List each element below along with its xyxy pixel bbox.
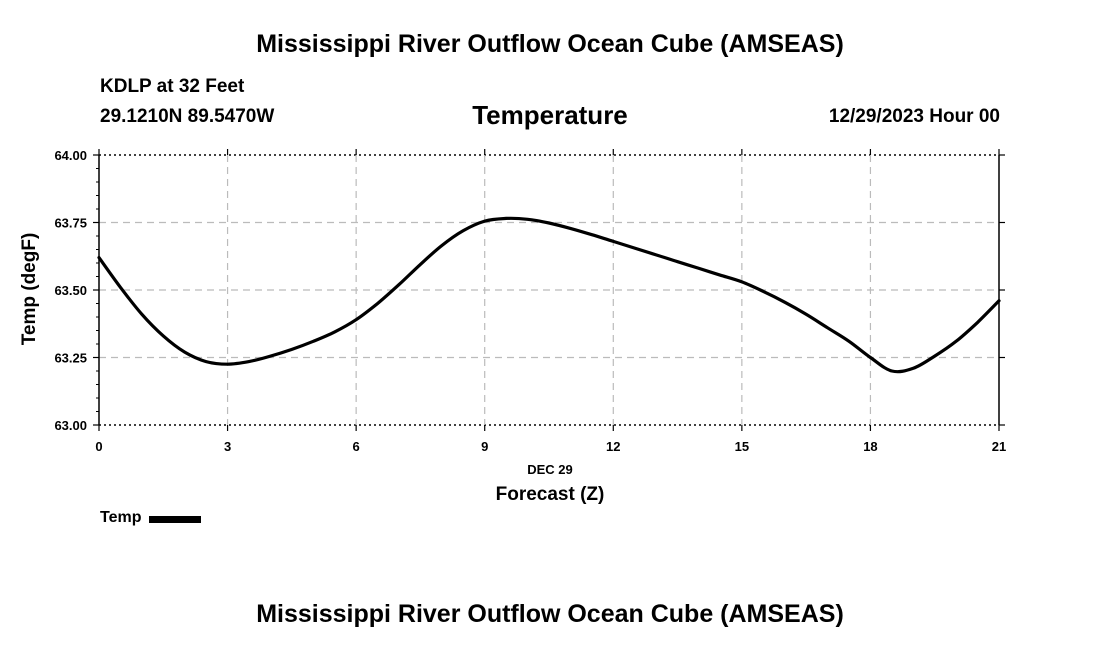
legend-label: Temp	[100, 509, 142, 526]
x-axis-title: Forecast (Z)	[496, 484, 605, 505]
y-tick-label: 63.25	[54, 351, 87, 366]
x-date-label: DEC 29	[527, 462, 573, 477]
chart-title: Temperature	[472, 100, 628, 130]
x-tick-label: 15	[735, 439, 749, 454]
x-tick-label: 6	[353, 439, 360, 454]
y-tick-label: 63.50	[54, 283, 87, 298]
coordinates-label: 29.1210N 89.5470W	[100, 106, 275, 127]
x-tick-label: 3	[224, 439, 231, 454]
legend: Temp	[100, 509, 202, 527]
x-tick-label: 9	[481, 439, 488, 454]
y-tick-label: 64.00	[54, 148, 87, 163]
legend-line-swatch	[149, 515, 202, 523]
y-tick-label: 63.75	[54, 216, 87, 231]
x-tick-label: 12	[606, 439, 620, 454]
tick-labels: 63.00 63.25 63.50 63.75 64.00 0 3 6 9 12 15 18 21	[54, 148, 1006, 454]
y-axis-title: Temp (degF)	[19, 233, 40, 346]
page-title: Mississippi River Outflow Ocean Cube (AM…	[256, 30, 844, 58]
footer-title: Mississippi River Outflow Ocean Cube (AM…	[256, 600, 844, 628]
forecast-run-label: 12/29/2023 Hour 00	[828, 106, 1000, 127]
station-label: KDLP at 32 Feet	[100, 76, 245, 97]
x-tick-label: 21	[992, 439, 1006, 454]
x-tick-label: 0	[95, 439, 102, 454]
temp-series-line	[97, 216, 1001, 374]
axis-ticks	[93, 149, 1005, 431]
grid-lines	[99, 154, 999, 426]
y-tick-label: 63.00	[54, 418, 87, 433]
x-tick-label: 18	[863, 439, 877, 454]
